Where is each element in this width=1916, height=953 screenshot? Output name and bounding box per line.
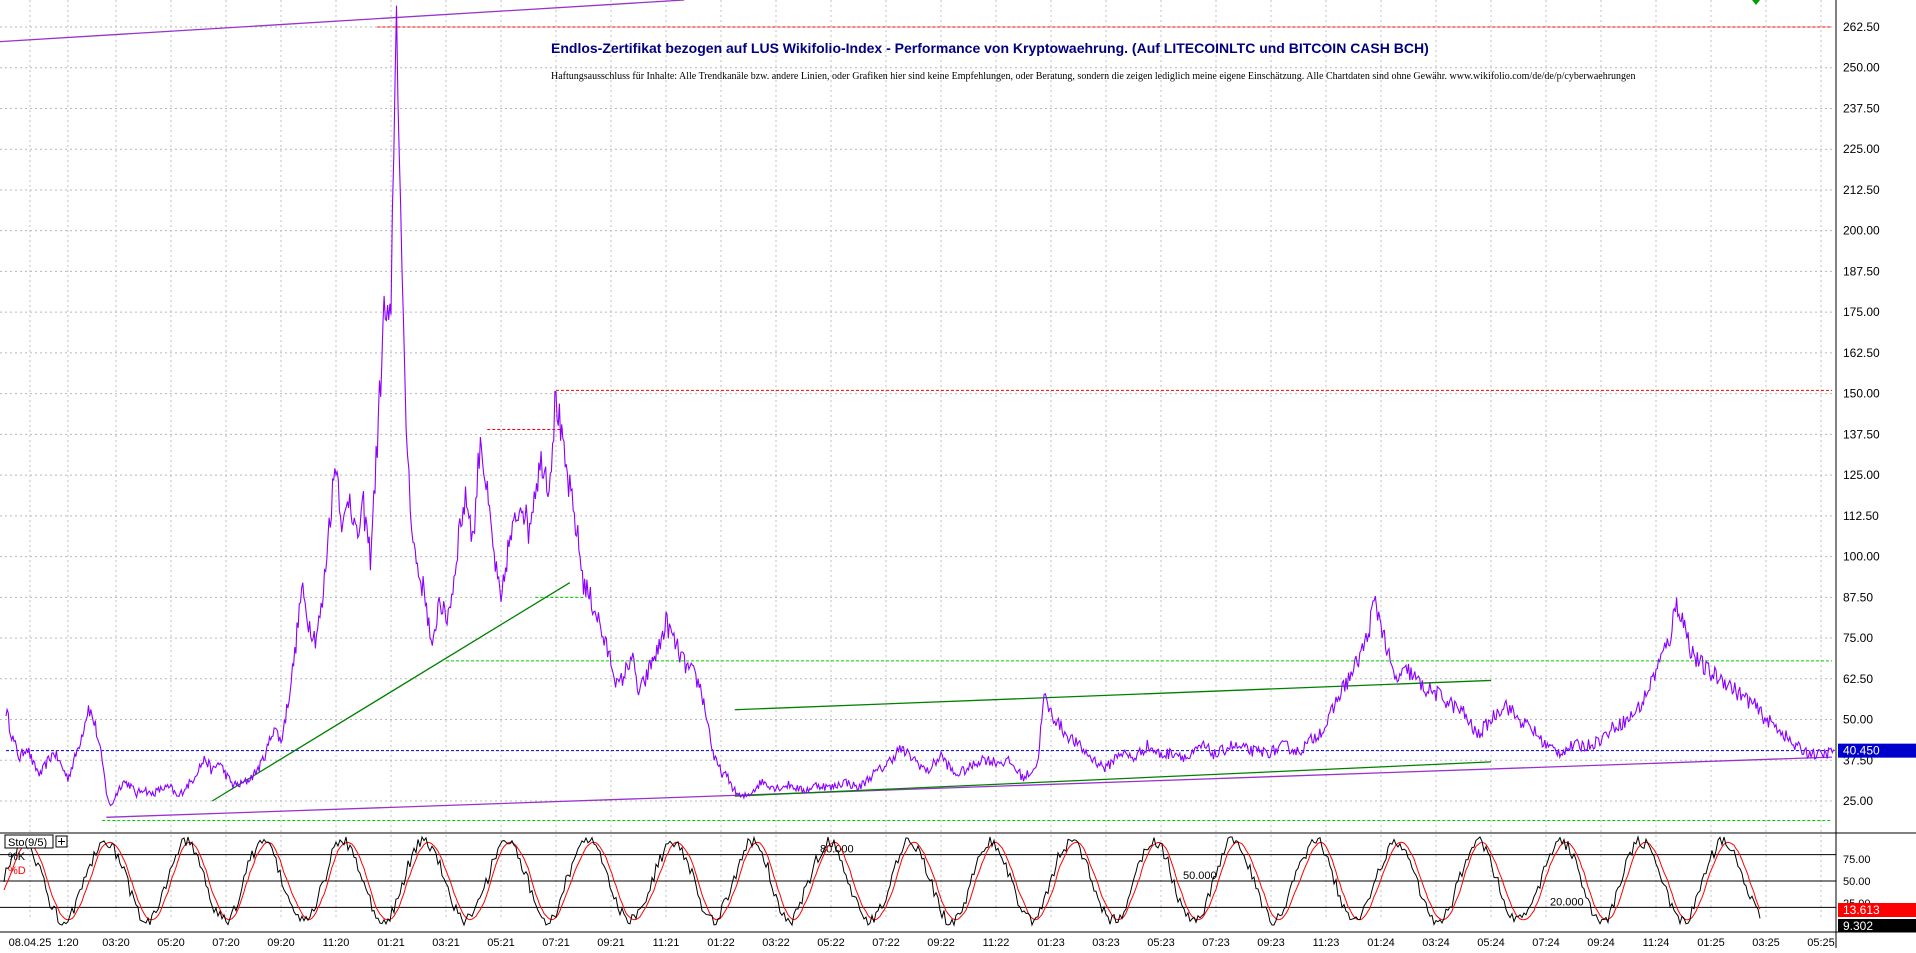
stoch-d-label: %D: [8, 865, 26, 877]
y-tick-label: 150.00: [1843, 387, 1880, 401]
x-tick-label: 05:21: [487, 937, 515, 948]
marker-icon: [1752, 0, 1760, 5]
x-tick-label: 07:20: [212, 937, 240, 948]
y-tick-label: 237.50: [1843, 101, 1880, 115]
y-tick-label: 137.50: [1843, 427, 1880, 441]
stoch-label-box[interactable]: [4, 834, 54, 849]
y-tick-label: 125.00: [1843, 468, 1880, 482]
x-tick-label: 07:22: [872, 937, 900, 948]
x-tick-label: 05:23: [1147, 937, 1175, 948]
y-tick-label: 250.00: [1843, 61, 1880, 75]
chart-disclaimer: Haftungsausschluss für Inhalte: Alle Tre…: [551, 71, 1636, 82]
x-tick-label: 11:23: [1313, 937, 1340, 948]
stoch-d-badge: [1838, 903, 1916, 917]
y-tick-label: 100.00: [1843, 550, 1880, 564]
y-tick-label: 225.00: [1843, 142, 1880, 156]
y-tick-label: 262.50: [1843, 20, 1880, 34]
stoch-k-line: [3, 835, 1761, 927]
y-tick-label: 175.00: [1843, 305, 1880, 319]
x-tick-label: 01:25: [1697, 937, 1725, 948]
trendlines: [0, 0, 1833, 818]
x-tick-label: 07:23: [1202, 937, 1230, 948]
trendline: [734, 761, 1492, 797]
last-value-badge: [1838, 743, 1916, 758]
trendline: [734, 679, 1492, 711]
stoch-level-label: 20.000: [1550, 896, 1584, 908]
y-tick-label: 25.00: [1843, 794, 1873, 808]
y-tick-label: 75.00: [1843, 631, 1873, 645]
x-tick-label: 03:24: [1422, 937, 1450, 948]
x-tick-label: 03:21: [432, 937, 460, 948]
y-tick-label: 162.50: [1843, 346, 1880, 360]
stoch-k-label: %K: [8, 851, 26, 863]
x-tick-label: 05:24: [1477, 937, 1505, 948]
last-value-label: 40.450: [1843, 744, 1880, 758]
y-tick-label: 200.00: [1843, 224, 1880, 238]
y-tick-label: 212.50: [1843, 183, 1880, 197]
y-tick-label: 87.50: [1843, 590, 1873, 604]
y-tick-label: 50.00: [1843, 713, 1873, 727]
x-tick-label: 01:22: [707, 937, 735, 948]
x-tick-label: 11:22: [983, 937, 1010, 948]
stoch-d-line: [3, 841, 1761, 921]
x-tick-label: 01:24: [1367, 937, 1395, 948]
y-tick-label: 112.50: [1843, 509, 1879, 523]
x-tick-label: 07:21: [542, 937, 570, 948]
price-series: [5, 5, 1836, 807]
stoch-d-last-label: 13.613: [1843, 903, 1880, 917]
trendline: [106, 756, 1833, 818]
stoch-label: Sto(9/5): [8, 837, 47, 849]
stochastic-panel: 80.000 50.000 20.000 Sto(9/5) %K %D: [0, 834, 1836, 927]
x-tick-label: 09:24: [1587, 937, 1615, 948]
x-tick-label: 09:21: [597, 937, 625, 948]
x-tick-label: 05:22: [817, 937, 845, 948]
stoch-y-tick-label: 50.00: [1843, 876, 1871, 888]
price-line: [5, 5, 1836, 807]
y-tick-label: 62.50: [1843, 672, 1873, 686]
y-tick-label: 187.50: [1843, 264, 1880, 278]
x-tick-label: 05:20: [157, 937, 185, 948]
x-tick-label: 03:25: [1752, 937, 1780, 948]
x-tick-label: 07:24: [1532, 937, 1560, 948]
stoch-level-label: 80.000: [820, 844, 854, 856]
x-tick-label: 05:25: [1807, 937, 1835, 948]
x-tick-label: 09:23: [1257, 937, 1285, 948]
stoch-k-badge: [1838, 919, 1916, 932]
x-tick-label: 01:23: [1037, 937, 1065, 948]
stoch-level-label: 50.000: [1183, 870, 1217, 882]
x-tick-label: 03:20: [102, 937, 130, 948]
chart-title: Endlos-Zertifikat bezogen auf LUS Wikifo…: [551, 40, 1429, 56]
x-tick-label: 03:23: [1092, 937, 1120, 948]
stoch-k-last-label: 9.302: [1843, 919, 1873, 933]
reference-lines: [6, 26, 1832, 822]
x-tick-label: 1:20: [57, 937, 78, 948]
x-tick-label: 01:21: [377, 937, 405, 948]
grid-layer: [0, 0, 1832, 920]
x-tick-label: 11:21: [653, 937, 680, 948]
x-tick-label: 09:22: [927, 937, 955, 948]
x-tick-label: 08.04.25: [9, 937, 52, 948]
trendline: [211, 582, 571, 802]
trendline: [0, 0, 685, 43]
x-tick-label: 11:20: [323, 937, 350, 948]
x-tick-label: 09:20: [267, 937, 295, 948]
x-tick-label: 11:24: [1643, 937, 1670, 948]
x-tick-label: 03:22: [762, 937, 790, 948]
stoch-y-tick-label: 75.00: [1843, 854, 1871, 866]
